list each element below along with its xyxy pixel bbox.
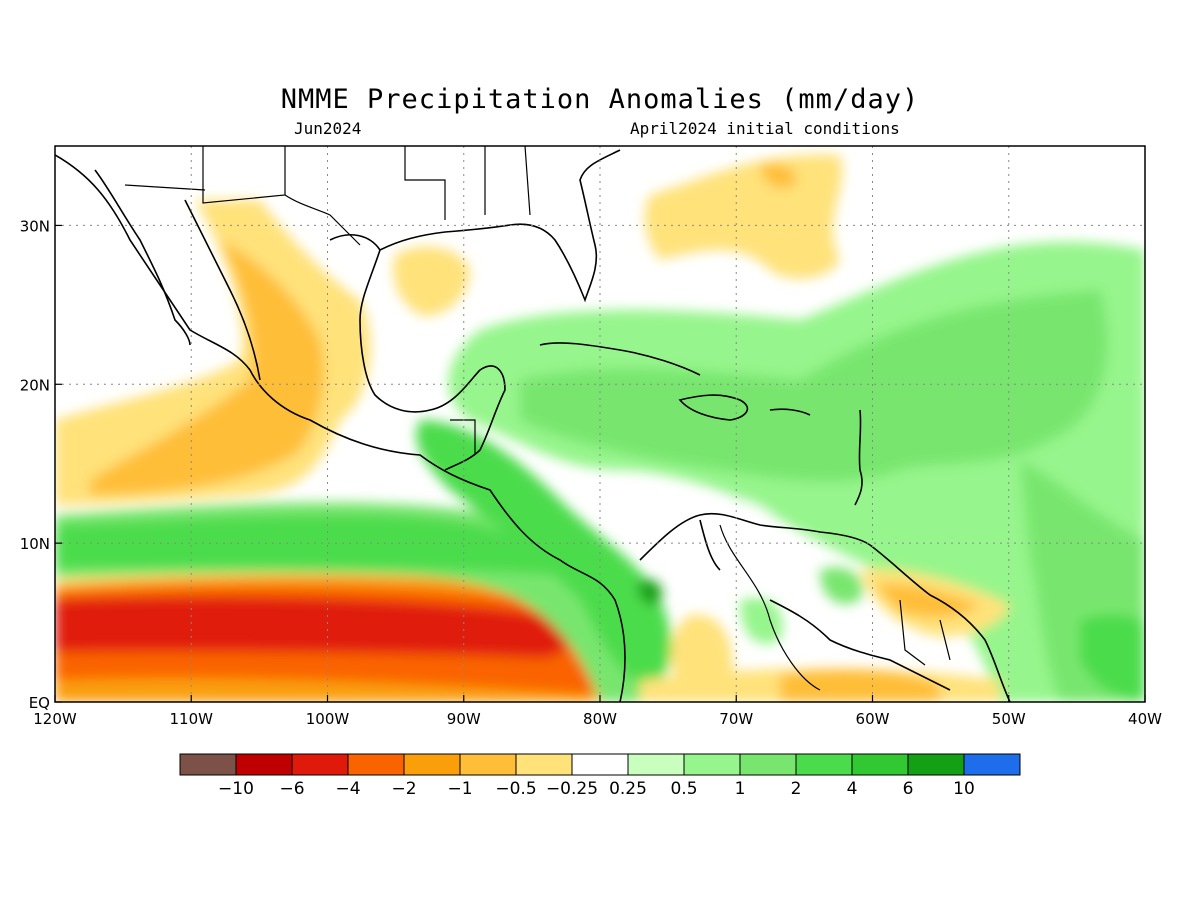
colorbar-label: 10 [953, 779, 975, 799]
colorbar-swatch [571, 753, 629, 776]
lon-tick-label: 60W [856, 710, 890, 728]
lat-tick-label: 30N [20, 217, 50, 235]
colorbar-label: 1 [735, 779, 746, 799]
longitude-axis: 120W 110W 100W 90W 80W 70W 60W 50W 40W [33, 695, 1162, 728]
colorbar-label: −6 [279, 779, 304, 799]
colorbar-swatch [459, 753, 517, 776]
colorbar-swatch [179, 753, 237, 776]
colorbar-swatch [963, 753, 1021, 776]
colorbar-swatch [627, 753, 685, 776]
colorbar-swatch [683, 753, 741, 776]
lat-tick-label: EQ [29, 694, 50, 712]
colorbar-swatch [235, 753, 293, 776]
lon-tick-label: 40W [1128, 710, 1162, 728]
colorbar-label: 4 [847, 779, 858, 799]
colorbar-swatch [347, 753, 405, 776]
initial-conditions: April2024 initial conditions [630, 119, 900, 138]
colorbar-swatch [403, 753, 461, 776]
colorbar-label: −1 [447, 779, 472, 799]
gridlines [55, 146, 1145, 702]
colorbar-label: −2 [391, 779, 416, 799]
colorbar-label: −0.5 [495, 779, 536, 799]
lat-tick-label: 10N [20, 535, 50, 553]
colorbar-label: −10 [218, 779, 254, 799]
colorbar-label: 0.25 [609, 779, 647, 799]
colorbar-label: −0.25 [546, 779, 598, 799]
forecast-month: Jun2024 [294, 119, 362, 138]
colorbar-swatch [515, 753, 573, 776]
colorbar-swatch [739, 753, 797, 776]
lat-tick-label: 20N [20, 376, 50, 394]
lon-tick-label: 90W [447, 710, 481, 728]
colorbar-swatch [795, 753, 853, 776]
colorbar-swatch [907, 753, 965, 776]
colorbar-swatch [851, 753, 909, 776]
lon-tick-label: 70W [719, 710, 753, 728]
colorbar-swatch [291, 753, 349, 776]
lon-tick-label: 120W [33, 710, 77, 728]
lon-tick-label: 100W [306, 710, 350, 728]
lon-tick-label: 110W [170, 710, 214, 728]
colorbar: −10 −6 −4 −2 −1 −0.5 −0.25 0.25 0.5 1 2 4 6 10 [179, 753, 1021, 799]
lon-tick-label: 80W [583, 710, 617, 728]
colorbar-label: 6 [903, 779, 914, 799]
lon-tick-label: 50W [992, 710, 1026, 728]
latitude-axis: EQ 10N 20N 30N [20, 217, 62, 712]
anomaly-field [55, 146, 1145, 702]
colorbar-label: −4 [335, 779, 360, 799]
colorbar-label: 0.5 [670, 779, 697, 799]
coastlines [55, 149, 1011, 702]
colorbar-label: 2 [791, 779, 802, 799]
chart-title: NMME Precipitation Anomalies (mm/day) [280, 84, 920, 115]
borders [124, 146, 951, 691]
